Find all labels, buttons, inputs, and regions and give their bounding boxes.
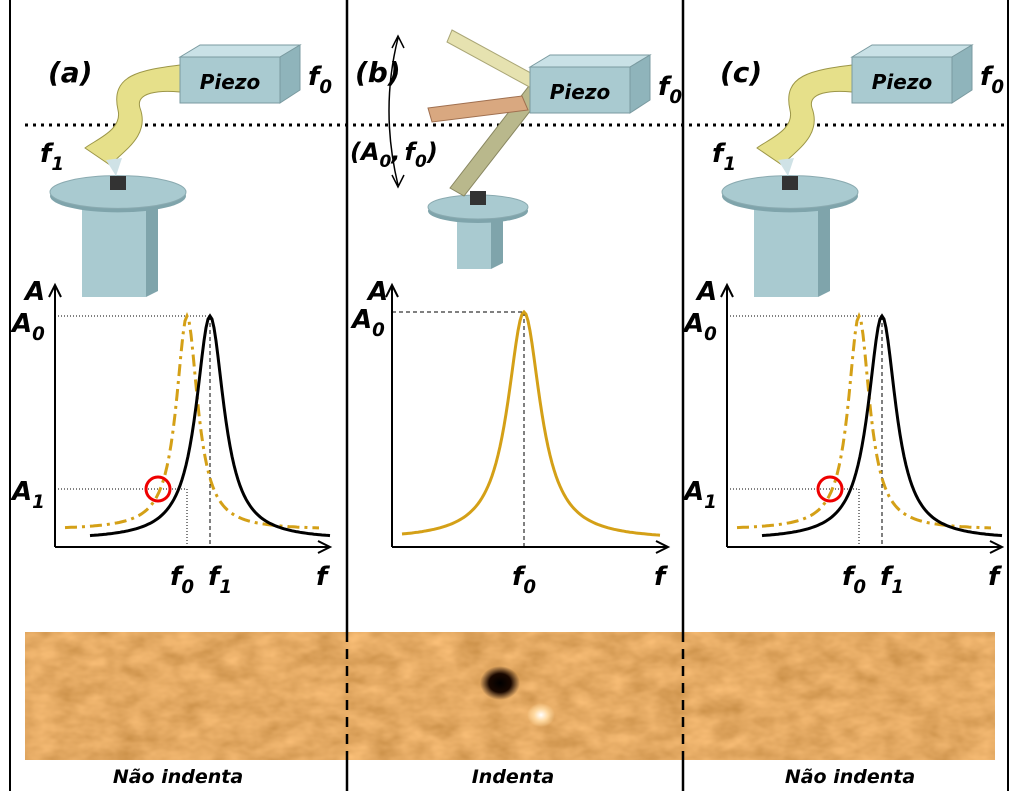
piezo-top (530, 55, 650, 67)
piezo-label: Piezo (550, 80, 611, 104)
y-label-a0-base: A (682, 309, 704, 339)
drive-frequency-sub: 0 (669, 87, 682, 108)
caption: Não indenta (113, 766, 243, 788)
panel-label: (c) (720, 56, 762, 89)
y-label-a0-sub: 0 (372, 320, 385, 341)
y-label-a0-base: A (10, 309, 32, 339)
y-label-a1-sub: 1 (704, 492, 717, 513)
drive-frequency-sub: 0 (991, 77, 1004, 98)
sample (110, 176, 126, 190)
panel-label: (a) (48, 56, 93, 89)
stage-pillar (82, 200, 146, 297)
freq-sub: 0 (415, 152, 427, 172)
y-label-a1-sub: 1 (32, 492, 45, 513)
caption: Indenta (472, 766, 555, 788)
amp-sub: 0 (380, 152, 392, 172)
sample (470, 191, 486, 205)
stage-pillar (754, 200, 818, 297)
x-label-f0-sub: 0 (181, 577, 194, 598)
drive-frequency-sub: 0 (319, 77, 332, 98)
piezo-top (180, 45, 300, 57)
sep: , (390, 138, 400, 166)
stage-pillar (457, 215, 491, 269)
y-axis-label: A (695, 277, 717, 307)
amp-base: A (359, 138, 380, 166)
indent-pile (527, 703, 555, 727)
y-label-a0-base: A (350, 305, 372, 335)
caption: Não indenta (785, 766, 915, 788)
x-label-f1-sub: 1 (891, 577, 904, 598)
y-axis-label: A (366, 277, 388, 307)
tip-frequency-sub: 1 (723, 154, 736, 175)
y-label-a0-sub: 0 (32, 324, 45, 345)
y-label-a1-base: A (10, 477, 32, 507)
sample (782, 176, 798, 190)
y-label-a0-sub: 0 (704, 324, 717, 345)
figure: (a)Piezof0f1AA0A1f0f1fNão indenta(b)Piez… (0, 0, 1011, 791)
x-label-f0-sub: 0 (853, 577, 866, 598)
x-label-f1-sub: 1 (219, 577, 232, 598)
piezo-top (852, 45, 972, 57)
tip-frequency-sub: 1 (51, 154, 64, 175)
indent-pit (480, 666, 520, 700)
x-label-f0-sub: 0 (523, 577, 536, 598)
paren: ) (426, 138, 438, 166)
piezo-label: Piezo (200, 70, 261, 94)
y-axis-label: A (23, 277, 45, 307)
piezo-label: Piezo (872, 70, 933, 94)
y-label-a1-base: A (682, 477, 704, 507)
